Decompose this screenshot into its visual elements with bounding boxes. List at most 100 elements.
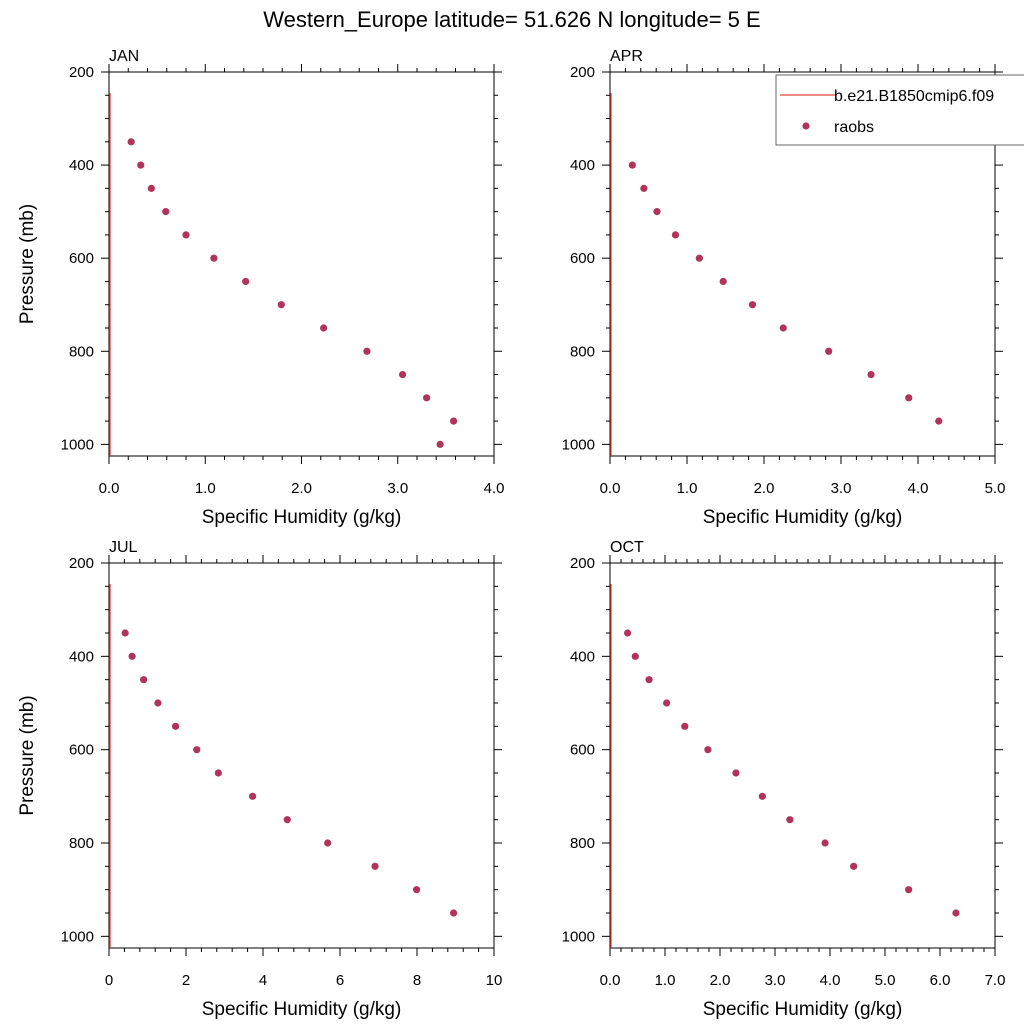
raobs-point: [172, 722, 180, 730]
x-tick-label: 4.0: [908, 480, 929, 497]
raobs-point: [631, 652, 639, 660]
x-tick-label: 3.0: [831, 480, 852, 497]
raobs-point: [449, 417, 458, 425]
plot-frame: [609, 71, 996, 457]
y-tick-label: 1000: [61, 436, 94, 453]
raobs-point: [825, 347, 833, 355]
x-tick-label: 2.0: [754, 480, 775, 497]
raobs-point: [137, 161, 145, 169]
raobs-point: [154, 699, 162, 707]
legend: b.e21.B1850cmip6.f09 raobs: [775, 74, 1024, 146]
plot-frame: [609, 562, 996, 949]
legend-entry-model: b.e21.B1850cmip6.f09: [834, 88, 994, 105]
y-tick-label: 1000: [562, 436, 595, 453]
y-tick-label: 400: [69, 157, 94, 174]
y-tick-label: 800: [69, 343, 94, 360]
raobs-point: [867, 370, 875, 379]
raobs-point: [320, 324, 328, 332]
panel-oct: OCT 200 400 600 800 1000 0.0 1.0 2.0 3.0 4.0 5.0 6.0…: [562, 539, 1006, 1020]
raobs-point: [628, 161, 636, 169]
raobs-point: [371, 862, 379, 870]
raobs-point: [779, 324, 787, 332]
x-tick-label: 1.0: [655, 972, 676, 989]
raobs-point: [905, 394, 913, 402]
raobs-point: [127, 138, 135, 146]
raobs-point: [182, 231, 190, 239]
raobs-point: [193, 746, 201, 754]
raobs-point: [786, 816, 794, 824]
x-tick-label: 6: [336, 972, 344, 989]
y-tick-label: 600: [69, 250, 94, 267]
raobs-point: [413, 886, 421, 894]
x-tick-label: 3.0: [765, 972, 786, 989]
x-axis-label: Specific Humidity (g/kg): [703, 999, 903, 1020]
raobs-point: [645, 676, 653, 684]
panel-label: APR: [610, 48, 643, 65]
legend-box: [775, 74, 1024, 146]
raobs-point: [952, 909, 960, 917]
raobs-point: [704, 746, 712, 754]
x-tick-label: 1.0: [677, 480, 698, 497]
x-tick-label: 3.0: [387, 480, 408, 497]
x-tick-label: 10: [486, 972, 503, 989]
x-tick-label: 8: [413, 972, 421, 989]
raobs-point: [128, 652, 136, 660]
x-axis-label: Specific Humidity (g/kg): [202, 507, 402, 528]
y-axis-label: Pressure (mb): [17, 204, 38, 324]
y-tick-label: 600: [570, 250, 595, 267]
y-tick-label: 200: [570, 555, 595, 572]
x-axis-label: Specific Humidity (g/kg): [202, 999, 402, 1020]
y-tick-label: 400: [69, 648, 94, 665]
y-tick-label: 400: [570, 648, 595, 665]
panel-label: OCT: [610, 539, 644, 556]
plot-frame: [108, 562, 495, 949]
x-tick-label: 2.0: [710, 972, 731, 989]
y-tick-label: 200: [69, 555, 94, 572]
panel-label: JUL: [109, 539, 138, 556]
y-tick-label: 800: [69, 835, 94, 852]
raobs-point: [277, 301, 285, 309]
raobs-point: [719, 277, 727, 286]
raobs-point: [249, 792, 257, 800]
x-tick-label: 4.0: [484, 480, 505, 497]
raobs-point: [423, 394, 431, 402]
panel-label: JAN: [109, 48, 139, 65]
raobs-point: [681, 722, 689, 730]
raobs-point: [624, 629, 632, 637]
raobs-point: [695, 254, 703, 262]
raobs-point: [214, 769, 222, 777]
raobs-point: [436, 440, 444, 448]
x-tick-label: 2.0: [291, 480, 312, 497]
panel-jan: JAN 200 400 600 800 1000 0.0 1.0 2.0 3.0 4.0 Specif…: [17, 48, 504, 528]
x-tick-label: 2: [182, 972, 190, 989]
figure-title: Western_Europe latitude= 51.626 N longit…: [263, 7, 760, 32]
y-tick-label: 600: [69, 742, 94, 759]
raobs-point: [653, 208, 661, 216]
y-tick-label: 1000: [562, 928, 595, 945]
panel-jul: JUL 200 400 600 800 1000 0 2 4 6 8 10 Specific Humid…: [17, 539, 502, 1020]
x-tick-label: 4: [259, 972, 267, 989]
y-tick-label: 200: [570, 64, 595, 81]
raobs-point: [821, 839, 829, 847]
raobs-point: [671, 231, 680, 239]
raobs-point: [147, 184, 155, 192]
x-tick-label: 0.0: [600, 480, 621, 497]
raobs-point: [242, 277, 250, 286]
raobs-point: [363, 347, 371, 355]
raobs-point: [748, 301, 757, 309]
y-tick-label: 1000: [61, 928, 94, 945]
raobs-point: [398, 370, 407, 379]
raobs-point: [758, 792, 766, 800]
raobs-point: [905, 886, 913, 894]
plot-frame: [108, 71, 495, 457]
y-tick-label: 400: [570, 157, 595, 174]
legend-entry-raobs: raobs: [834, 119, 874, 136]
raobs-point: [162, 208, 170, 216]
y-axis-label: Pressure (mb): [17, 695, 38, 815]
x-tick-label: 6.0: [930, 972, 951, 989]
x-axis-label: Specific Humidity (g/kg): [703, 507, 903, 528]
x-tick-label: 0.0: [99, 480, 120, 497]
legend-marker-swatch: [802, 122, 810, 130]
y-tick-label: 800: [570, 343, 595, 360]
